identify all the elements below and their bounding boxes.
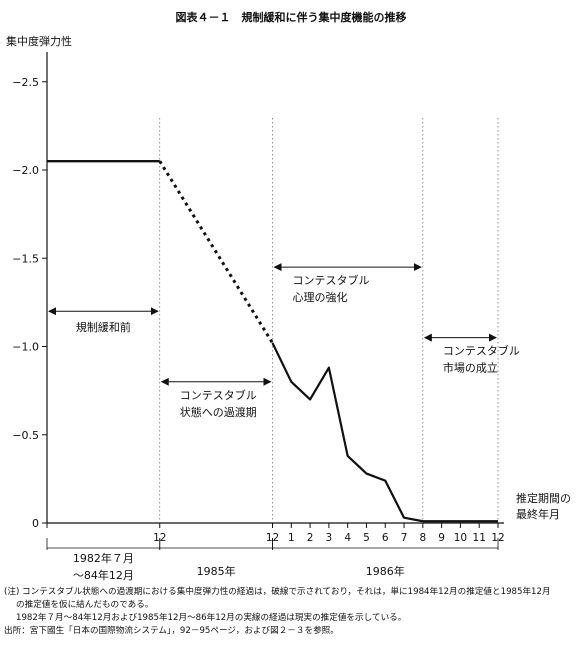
notes: (注) コンテスタブル状態への過渡期における集中度弾力性の経過は，破線で示されて… [4, 586, 580, 638]
y-tick-label: −1.5 [12, 252, 39, 265]
annotation-label: コンテスタブル市場の成立 [443, 344, 520, 375]
x-tick-label: 4 [344, 532, 351, 544]
x-tick-label: 3 [326, 532, 333, 544]
note-line: 1982年７月～84年12月および1985年12月～86年12月の実線の経過は現… [16, 613, 407, 623]
chart-title: 図表４－１ 規制緩和に伴う集中度機能の推移 [176, 10, 407, 24]
y-tick-label: −0.5 [12, 429, 39, 442]
annotation-label: コンテスタブル状態への過渡期 [180, 388, 257, 419]
x-axis-label: 推定期間の最終年月 [516, 491, 571, 521]
x-tick-label: 11 [473, 532, 486, 544]
y-axis-label: 集中度弾力性 [6, 34, 72, 48]
note-line: (注) コンテスタブル状態への過渡期における集中度弾力性の経過は，破線で示されて… [4, 587, 551, 597]
note-line: の推定値を仮に結んだものである。 [16, 600, 154, 610]
annotation-label: 規制緩和前 [76, 320, 131, 334]
period-label: 1982年７月～84年12月 [73, 551, 134, 582]
annotation-label: コンテスタブル心理の強化 [293, 273, 370, 304]
x-tick-label: 9 [438, 532, 445, 544]
series-line-after [271, 342, 498, 523]
x-tick-label: 10 [454, 532, 467, 544]
source-line: 出所：宮下國生「日本の国際物流システム」，92－95ページ，および図２－３を参照… [4, 626, 339, 636]
y-tick-label: −2.5 [12, 76, 39, 89]
x-tick-label: 7 [401, 532, 408, 544]
y-tick-label: 0 [32, 517, 39, 530]
x-tick-label: 5 [363, 532, 370, 544]
y-tick-label: −1.0 [12, 341, 39, 354]
x-tick-label: 6 [382, 532, 389, 544]
period-label: 1986年 [366, 564, 405, 578]
x-tick-label: 8 [419, 532, 426, 544]
period-label: 1985年 [197, 564, 236, 578]
y-tick-label: −2.0 [12, 164, 39, 177]
series-line-transition [158, 160, 274, 344]
x-tick-label: 2 [307, 532, 314, 544]
x-tick-label: 1 [288, 532, 295, 544]
